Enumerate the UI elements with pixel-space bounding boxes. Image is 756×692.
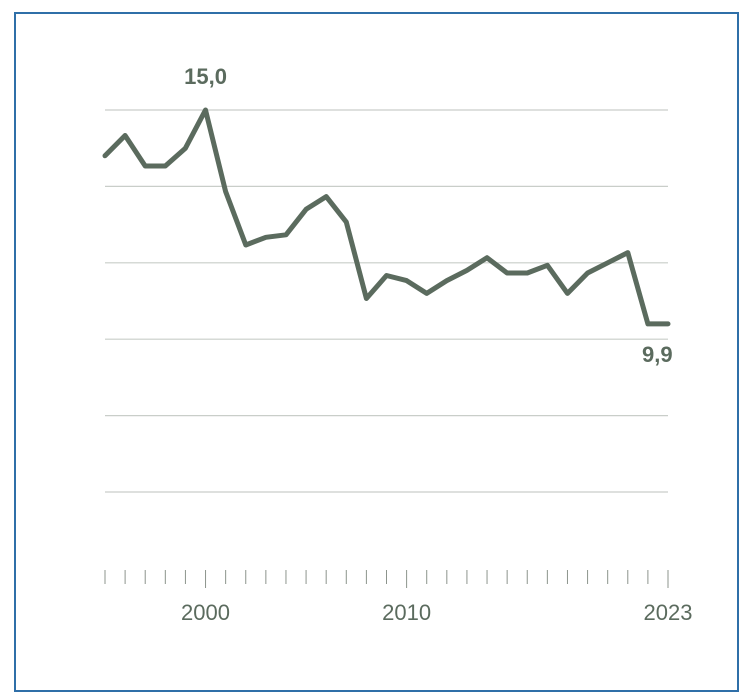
- series-layer: [102, 107, 671, 327]
- x-axis: 2000 2010 2023: [104, 570, 693, 625]
- x-tick-label: 2023: [644, 600, 693, 625]
- x-tick-label: 2010: [382, 600, 431, 625]
- x-tick-label: 2000: [181, 600, 230, 625]
- gridlines: [105, 109, 668, 493]
- chart-frame: [14, 12, 739, 692]
- labels-layer: 15,0 9,9: [184, 64, 672, 367]
- data-label: 9,9: [642, 342, 673, 367]
- data-label: 15,0: [184, 64, 227, 89]
- series-line: [102, 107, 671, 327]
